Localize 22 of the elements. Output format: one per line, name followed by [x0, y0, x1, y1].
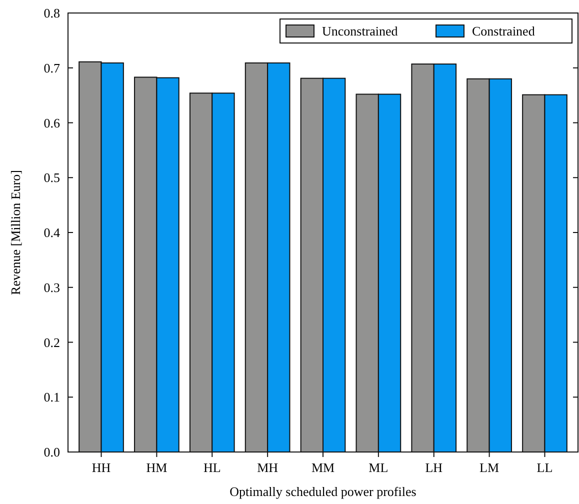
- y-axis-title: Revenue [Million Euro]: [8, 170, 23, 295]
- legend-label: Constrained: [472, 24, 536, 39]
- y-tick-label: 0.2: [44, 334, 60, 350]
- y-tick-label: 0.8: [44, 6, 60, 21]
- x-tick-label: ML: [368, 460, 388, 475]
- y-tick-label: 0.1: [44, 390, 60, 405]
- y-tick-label: 0.4: [44, 225, 60, 240]
- x-tick-label: LL: [536, 460, 553, 475]
- x-tick-label: HL: [203, 460, 221, 475]
- y-tick-label: 0.7: [44, 60, 60, 76]
- y-tick-label: 0.6: [44, 115, 60, 130]
- x-tick-label: LH: [425, 460, 443, 475]
- y-tick-label: 0.5: [44, 170, 60, 186]
- x-tick-label: HH: [92, 460, 111, 475]
- x-axis-title: Optimally scheduled power profiles: [230, 484, 416, 499]
- x-tick-label: MM: [311, 460, 335, 475]
- y-tick-label: 0.3: [44, 280, 60, 295]
- x-tick-label: HM: [146, 460, 168, 475]
- y-tick-label: 0.0: [44, 444, 60, 460]
- legend-label: Unconstrained: [322, 24, 398, 39]
- x-tick-label: LM: [480, 460, 500, 475]
- x-tick-label: MH: [257, 460, 278, 475]
